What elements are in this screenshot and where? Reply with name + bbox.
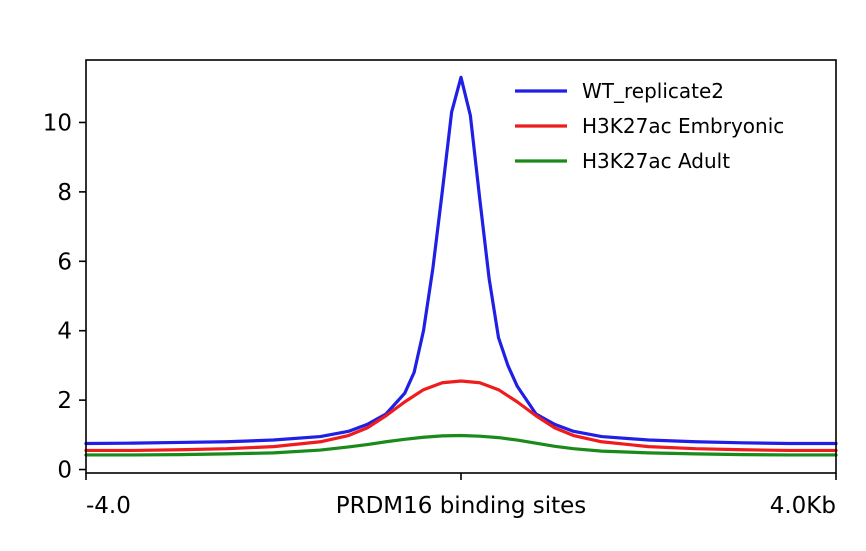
x-tick-label: 4.0Kb [770,493,836,519]
series-line-0 [84,75,838,446]
y-tick-label: 4 [57,319,72,345]
y-tick-label: 10 [43,110,72,136]
x-axis: -4.0 PRDM16 binding sites 4.0Kb [85,473,837,519]
legend-label: WT_replicate2 [582,79,724,103]
y-tick-label: 8 [57,180,72,206]
y-tick-label: 0 [57,458,72,484]
legend-label: H3K27ac Embryonic [582,114,784,138]
y-tick-label: 6 [57,249,72,275]
legend-label: H3K27ac Adult [582,149,730,173]
series-line-1 [84,379,838,453]
series-lines [84,75,838,457]
legend: WT_replicate2 H3K27ac Embryonic H3K27ac Ad… [515,79,784,173]
series-line-2 [84,433,838,457]
x-tick-label: -4.0 [86,493,131,519]
x-tick-label: PRDM16 binding sites [336,493,587,519]
y-axis: 0 2 4 6 8 10 [43,110,86,484]
y-tick-label: 2 [57,388,72,414]
